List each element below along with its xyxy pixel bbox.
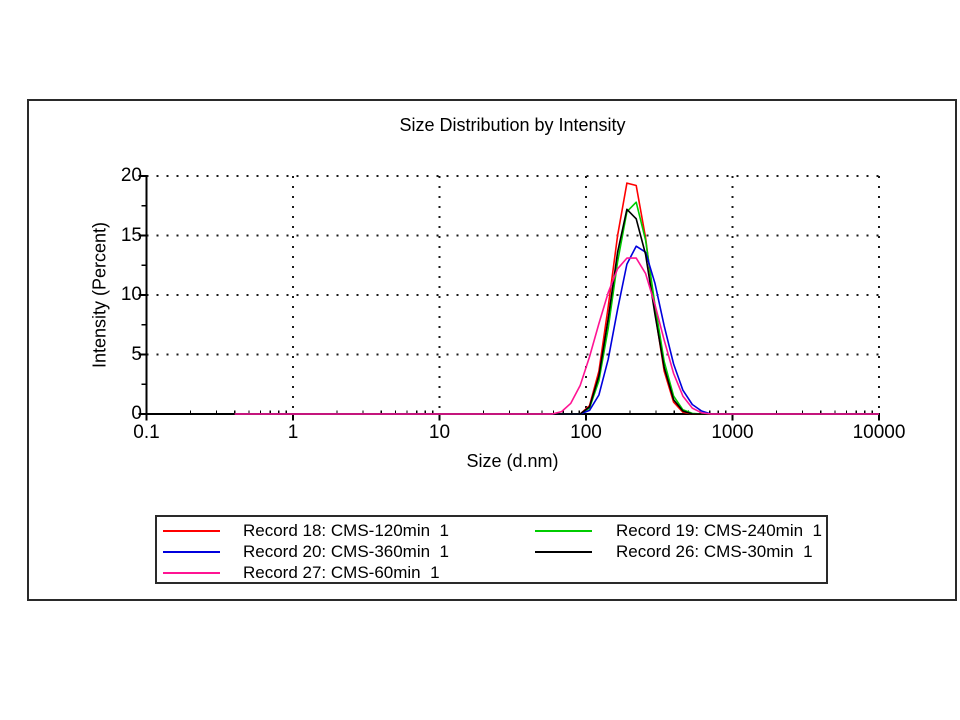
x-tick-label-100: 100 [570,422,602,443]
legend-label-3: Record 26: CMS-30min 1 [616,542,813,561]
y-tick-label-15: 15 [120,224,142,246]
x-tick-label-1000: 1000 [711,422,754,443]
x-tick-label-0.1: 0.1 [133,422,160,443]
legend: Record 18: CMS-120min 1 Record 20: CMS-36… [155,515,828,584]
y-tick-label-0: 0 [131,403,142,424]
series-line-4 [234,257,879,415]
legend-label-2: Record 20: CMS-360min 1 [243,542,449,561]
legend-swatch-2 [163,551,220,553]
chart-title: Size Distribution by Intensity [399,115,626,135]
legend-label-4: Record 27: CMS-60min 1 [243,563,440,582]
legend-swatch-0 [163,530,220,532]
series-line-0 [234,182,879,415]
x-axis-title: Size (d.nm) [466,451,559,471]
y-tick-label-20: 20 [120,165,142,186]
y-tick-label-5: 5 [131,343,142,365]
x-tick-label-10: 10 [428,422,451,443]
legend-label-1: Record 19: CMS-240min 1 [616,521,822,540]
series-line-2 [234,245,879,415]
legend-swatch-4 [163,572,220,574]
legend-label-0: Record 18: CMS-120min 1 [243,521,449,540]
x-tick-label-10000: 10000 [852,422,906,443]
y-tick-label-10: 10 [120,284,142,305]
x-tick-label-1: 1 [287,422,299,443]
legend-swatch-3 [535,551,592,553]
legend-swatch-1 [535,530,592,532]
series-line-3 [234,208,879,415]
series-line-1 [234,201,879,415]
